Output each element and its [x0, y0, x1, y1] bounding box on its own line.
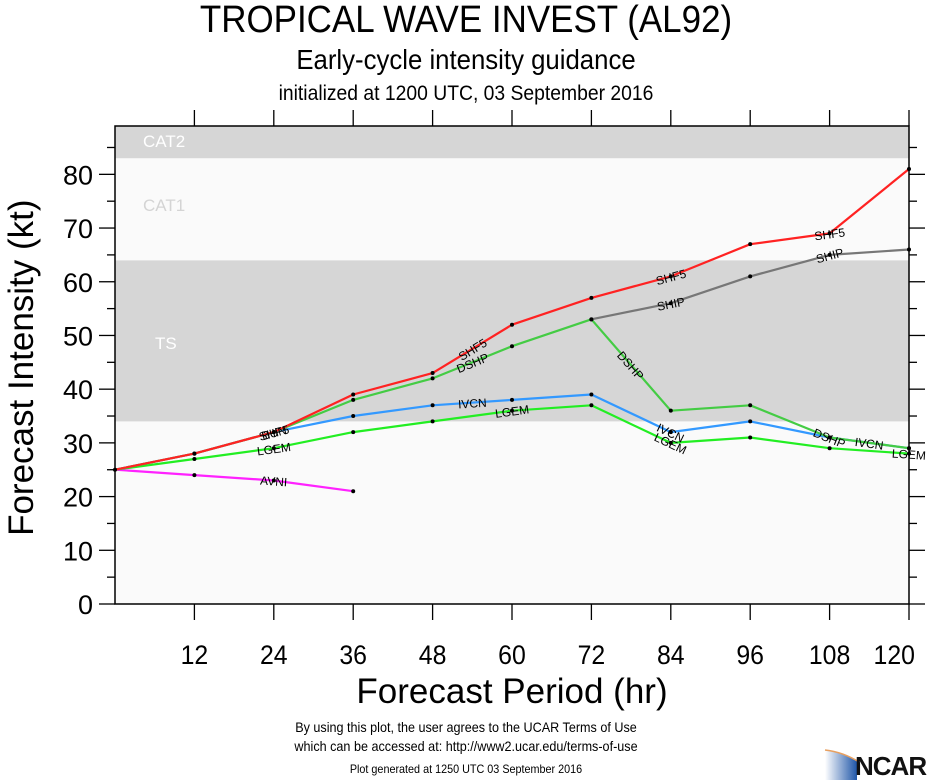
data-point-dshp — [748, 403, 753, 408]
terms-line-2: which can be accessed at: http://www2.uc… — [294, 738, 638, 754]
data-point-avni — [192, 473, 197, 478]
series-label-ivcn: IVCN — [458, 396, 488, 412]
data-point-shf5 — [192, 451, 197, 456]
y-tick-label: 30 — [63, 429, 93, 459]
band-label-ts: TS — [155, 334, 177, 353]
x-tick-label: 60 — [498, 641, 526, 670]
x-tick-label: 12 — [181, 641, 209, 670]
y-tick-label: 10 — [63, 536, 93, 566]
data-point-ivcn — [668, 430, 673, 435]
chart-subtitle: Early-cycle intensity guidance — [296, 44, 636, 75]
data-point-lgem — [827, 446, 832, 451]
x-axis-label: Forecast Period (hr) — [356, 672, 667, 711]
chart-title: TROPICAL WAVE INVEST (AL92) — [199, 0, 733, 41]
data-point-shf5 — [430, 371, 435, 376]
series-label-lgem: LGEM — [891, 446, 926, 462]
y-tick-label: 20 — [63, 483, 93, 513]
series-label-lgem: LGEM — [256, 440, 292, 458]
x-tick-label: 36 — [339, 641, 367, 670]
y-axis-label: Forecast Intensity (kt) — [2, 199, 41, 535]
data-point-dshp — [510, 344, 514, 349]
data-point-lgem — [589, 403, 594, 408]
x-tick-label: 72 — [578, 641, 606, 670]
data-point-lgem — [271, 446, 276, 451]
data-point-shf5 — [748, 242, 753, 247]
data-point-lgem — [430, 419, 435, 424]
x-tick-label: 24 — [260, 641, 288, 670]
data-point-shf5 — [589, 295, 594, 300]
x-tick-label: 96 — [736, 641, 764, 670]
band-cat1 — [115, 158, 909, 261]
y-tick-label: 0 — [78, 590, 93, 620]
data-point-ivcn — [430, 403, 435, 408]
data-point-avni — [351, 489, 356, 494]
series-label-lgem: LGEM — [494, 402, 530, 420]
data-point-ivcn — [748, 419, 753, 424]
y-tick-label: 80 — [63, 160, 93, 190]
y-tick-label: 70 — [63, 214, 93, 244]
y-tick-label: 50 — [63, 321, 93, 351]
series-label-avni: AVNI — [260, 474, 288, 490]
init-time: initialized at 1200 UTC, 03 September 20… — [278, 82, 654, 105]
data-point-ship — [827, 252, 832, 257]
band-label-cat1: CAT1 — [143, 196, 185, 215]
generated-time: Plot generated at 1250 UTC 03 September … — [349, 762, 583, 776]
data-point-dshp — [827, 435, 832, 440]
data-point-dshp — [430, 376, 435, 381]
data-point-lgem — [192, 456, 197, 461]
data-point-shf5 — [827, 231, 832, 236]
series-line-avni — [114, 468, 354, 493]
data-point-shf5 — [271, 430, 276, 435]
data-point-ship — [589, 317, 594, 322]
y-tick-label: 60 — [63, 268, 93, 298]
x-tick-label: 48 — [419, 641, 447, 670]
data-point-avni — [271, 478, 276, 483]
data-point-ivcn — [351, 414, 356, 419]
y-tick-label: 40 — [63, 375, 93, 405]
data-point-shf5 — [668, 274, 673, 279]
x-tick-label: 108 — [809, 641, 850, 670]
data-point-ship — [748, 274, 753, 279]
series-label-ivcn: BUN — [260, 423, 288, 443]
data-point-ship — [668, 301, 673, 306]
band-cat2 — [115, 126, 909, 159]
data-point-lgem — [748, 435, 753, 440]
data-point-lgem — [351, 430, 356, 435]
band-label-cat2: CAT2 — [143, 132, 185, 151]
band-ts — [115, 260, 909, 422]
terms-line-1: By using this plot, the user agrees to t… — [295, 719, 637, 735]
data-point-shf5 — [510, 322, 514, 327]
data-point-lgem — [510, 408, 514, 413]
series-label-ship: SHIP — [656, 295, 686, 314]
data-point-lgem — [668, 440, 673, 445]
x-tick-label: 120 — [874, 641, 915, 670]
data-point-ivcn — [589, 392, 594, 397]
data-point-shf5 — [351, 392, 356, 397]
data-point-ivcn — [510, 397, 514, 402]
data-point-dshp — [351, 397, 356, 402]
data-point-dshp — [668, 408, 673, 413]
series-label-shf5: SHF5 — [814, 225, 847, 243]
x-tick-label: 84 — [657, 641, 685, 670]
series-label-ivcn: IVCN — [854, 435, 884, 453]
ncar-logo-text: NCAR — [855, 751, 927, 781]
ncar-logo-icon — [824, 749, 860, 780]
